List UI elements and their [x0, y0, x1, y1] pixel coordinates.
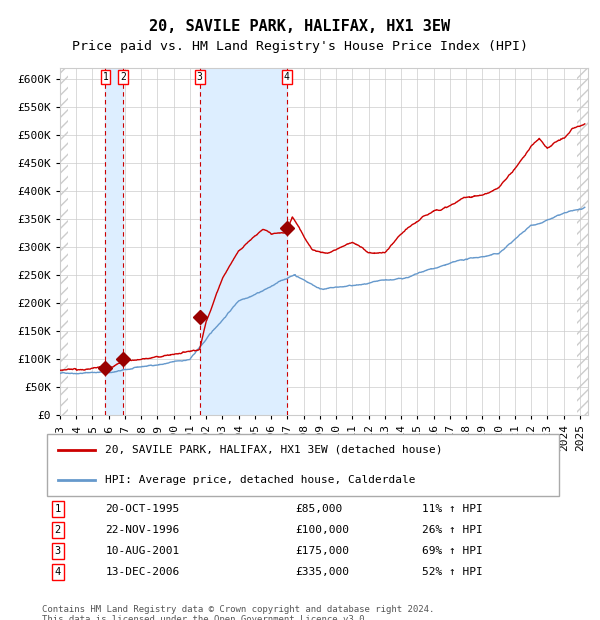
Text: 2: 2 — [55, 525, 61, 535]
Text: 26% ↑ HPI: 26% ↑ HPI — [422, 525, 483, 535]
Text: 4: 4 — [55, 567, 61, 577]
Text: £85,000: £85,000 — [295, 503, 343, 514]
FancyBboxPatch shape — [47, 434, 559, 496]
Bar — [106, 68, 124, 415]
Text: 20, SAVILE PARK, HALIFAX, HX1 3EW (detached house): 20, SAVILE PARK, HALIFAX, HX1 3EW (detac… — [106, 445, 443, 455]
Text: 52% ↑ HPI: 52% ↑ HPI — [422, 567, 483, 577]
Text: Contains HM Land Registry data © Crown copyright and database right 2024.
This d: Contains HM Land Registry data © Crown c… — [42, 604, 434, 620]
Text: 2: 2 — [121, 72, 126, 82]
Text: 3: 3 — [55, 546, 61, 556]
Text: HPI: Average price, detached house, Calderdale: HPI: Average price, detached house, Cald… — [106, 475, 416, 485]
Text: 13-DEC-2006: 13-DEC-2006 — [106, 567, 179, 577]
Text: 69% ↑ HPI: 69% ↑ HPI — [422, 546, 483, 556]
Text: 10-AUG-2001: 10-AUG-2001 — [106, 546, 179, 556]
Text: 20-OCT-1995: 20-OCT-1995 — [106, 503, 179, 514]
Text: £335,000: £335,000 — [295, 567, 349, 577]
Text: Price paid vs. HM Land Registry's House Price Index (HPI): Price paid vs. HM Land Registry's House … — [72, 40, 528, 53]
Text: 11% ↑ HPI: 11% ↑ HPI — [422, 503, 483, 514]
Text: 3: 3 — [197, 72, 203, 82]
Bar — [200, 68, 287, 415]
Text: £100,000: £100,000 — [295, 525, 349, 535]
Text: 22-NOV-1996: 22-NOV-1996 — [106, 525, 179, 535]
Text: 1: 1 — [103, 72, 109, 82]
Text: £175,000: £175,000 — [295, 546, 349, 556]
Text: 4: 4 — [284, 72, 290, 82]
Text: 20, SAVILE PARK, HALIFAX, HX1 3EW: 20, SAVILE PARK, HALIFAX, HX1 3EW — [149, 19, 451, 33]
Text: 1: 1 — [55, 503, 61, 514]
